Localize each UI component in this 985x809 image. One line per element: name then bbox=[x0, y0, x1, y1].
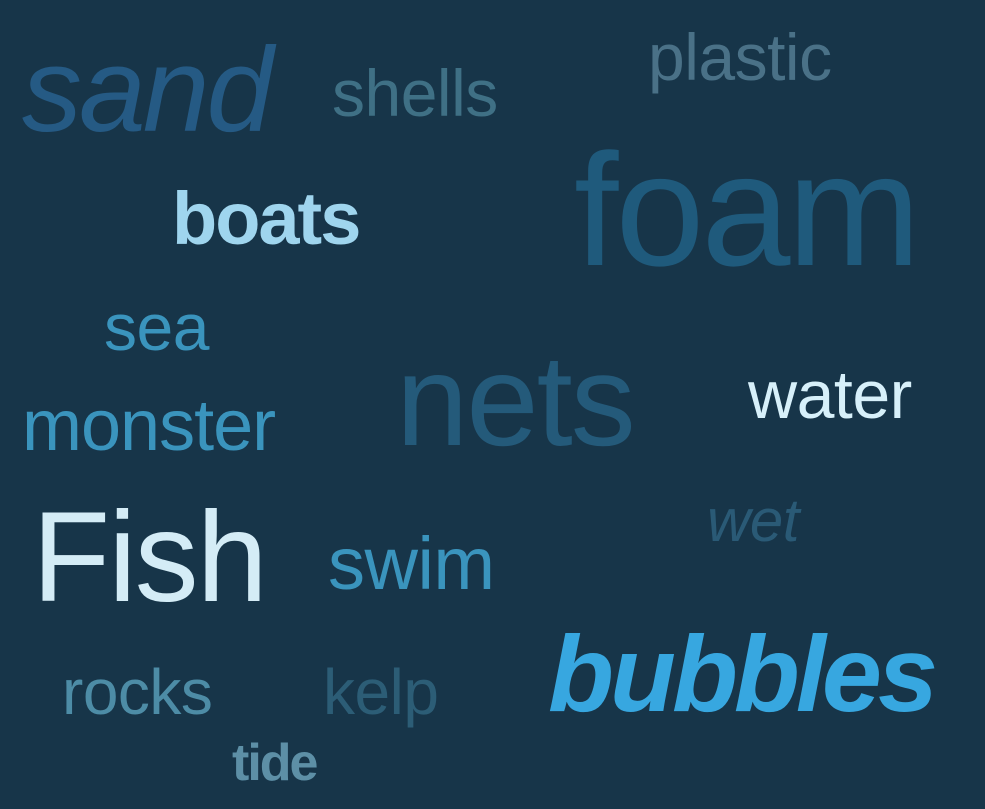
word-bubbles: bubbles bbox=[548, 613, 938, 734]
word-sea: sea bbox=[104, 290, 209, 364]
word-water: water bbox=[748, 357, 912, 433]
word-nets: nets bbox=[396, 327, 636, 473]
word-kelp: kelp bbox=[323, 656, 439, 728]
word-plastic: plastic bbox=[648, 20, 832, 94]
word-monster: monster bbox=[22, 386, 276, 466]
word-shells: shells bbox=[332, 56, 498, 130]
word-boats: boats bbox=[172, 177, 361, 260]
word-foam: foam bbox=[574, 120, 921, 299]
word-swim: swim bbox=[328, 522, 495, 605]
word-fish: Fish bbox=[32, 486, 268, 629]
word-rocks: rocks bbox=[62, 656, 213, 728]
word-sand: sand bbox=[22, 23, 273, 157]
word-tide: tide bbox=[232, 734, 318, 792]
word-wet: wet bbox=[707, 487, 799, 554]
